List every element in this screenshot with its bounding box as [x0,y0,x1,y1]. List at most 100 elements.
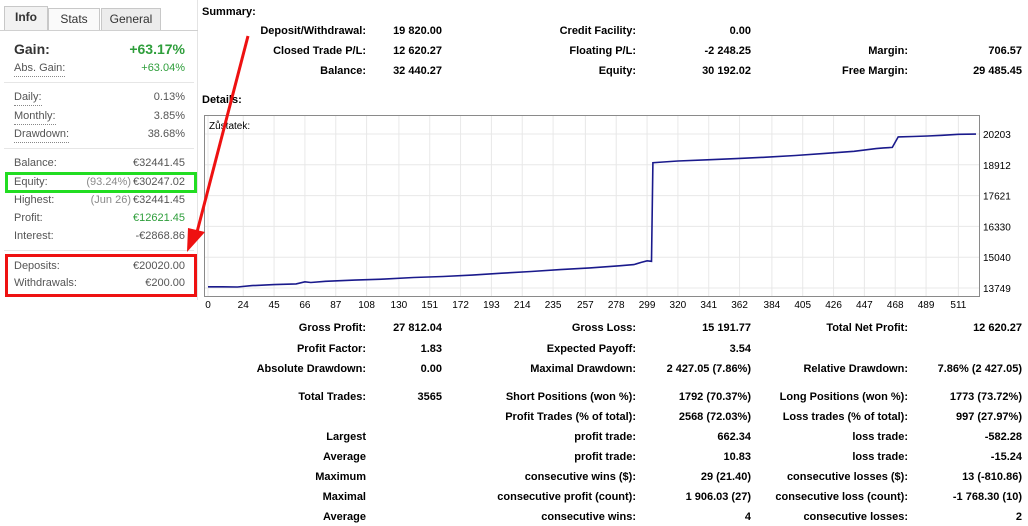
deposits-highlight-box [5,254,197,297]
chart-frame [204,115,980,297]
x-tick-label: 426 [825,300,842,311]
gross-loss-value: 15 191.77 [702,322,751,334]
y-tick-label: 16330 [983,222,1011,233]
x-tick-label: 257 [577,300,594,311]
daily-label[interactable]: Daily: [14,89,42,106]
maximal-profit-value: 1 906.03 (27) [685,491,751,503]
x-tick-label: 130 [391,300,408,311]
x-tick-label: 24 [238,300,250,311]
monthly-value: 3.85% [153,110,185,122]
free-margin-label: Free Margin: [841,65,908,77]
panel-tabs: Info Stats General [0,6,198,30]
gross-profit-label: Gross Profit: [298,322,366,334]
interest-label: Interest: [14,230,54,242]
average-profit-label: profit trade: [574,451,636,463]
profit-value: €12621.45 [133,212,185,224]
average-loss-value: -15.24 [990,451,1022,463]
divider [4,250,194,251]
average-consecutive-label: Average [322,511,366,523]
x-tick-label: 489 [918,300,935,311]
tab-stats[interactable]: Stats [48,8,100,30]
withdrawals-value: €200.00 [145,277,185,289]
profit-row: Profit: €12621.45 [14,210,185,226]
profit-label: Profit: [14,212,43,224]
gain-label: Gain: [14,41,50,57]
average-consecutive-losses-value: 2 [1015,511,1022,523]
withdrawals-row: Withdrawals: €200.00 [14,275,185,291]
x-tick-label: 299 [639,300,656,311]
margin-label: Margin: [868,45,908,57]
highest-value: €32441.45 [133,194,185,206]
x-tick-label: 66 [299,300,311,311]
highest-label: Highest: [14,194,55,206]
x-tick-label: 87 [330,300,342,311]
x-tick-label: 384 [764,300,781,311]
gross-profit-value: 27 812.04 [393,322,442,334]
drawdown-label[interactable]: Drawdown: [14,126,70,143]
abs-gain-row: Abs. Gain: +63.04% [14,60,185,77]
maximum-label: Maximum [315,471,366,483]
total-trades-label: Total Trades: [298,391,366,403]
balance-value: €32441.45 [133,157,185,169]
divider [4,148,194,149]
y-tick-label: 18912 [983,161,1011,172]
y-tick-label: 13749 [983,284,1011,295]
profit-trades-label: Profit Trades (% of total): [505,411,636,423]
profit-trades-value: 2568 (72.03%) [678,411,751,423]
equity-highlight-box [5,172,197,193]
floating-pl-label: Floating P/L: [569,45,636,57]
y-tick-label: 17621 [983,192,1011,203]
closed-trade-pl-label: Closed Trade P/L: [273,45,366,57]
gain-value: +63.17% [129,41,185,57]
deposits-value: €20020.00 [133,260,185,272]
maximum-losses-label: consecutive losses ($): [786,471,908,483]
x-tick-label: 405 [794,300,811,311]
x-axis-ticks: 0 24 45 66 87 108 130 151 172 193 214 235 257 278 299 3… [205,300,967,311]
average-consecutive-losses-label: consecutive losses: [803,511,908,523]
x-tick-label: 447 [856,300,873,311]
x-tick-label: 0 [205,300,211,311]
total-net-profit-value: 12 620.27 [973,322,1022,334]
equity-value: €30247.02 [133,176,185,188]
x-tick-label: 341 [700,300,717,311]
abs-gain-value: +63.04% [141,62,185,74]
abs-gain-label[interactable]: Abs. Gain: [14,60,66,77]
y-tick-label: 15040 [983,253,1011,264]
x-tick-label: 511 [950,300,966,311]
x-tick-label: 362 [731,300,748,311]
maximum-losses-value: 13 (-810.86) [962,471,1022,483]
monthly-label[interactable]: Monthly: [14,108,56,125]
expected-payoff-label: Expected Payoff: [546,343,636,355]
maximal-drawdown-label: Maximal Drawdown: [530,363,636,375]
interest-row: Interest: -€2868.86 [14,228,185,244]
largest-loss-value: -582.28 [984,431,1022,443]
deposits-row: Deposits: €20020.00 [14,258,185,274]
x-tick-label: 235 [545,300,562,311]
balance-row: Balance: €32441.45 [14,155,185,171]
account-info-panel: Info Stats General Gain: +63.17% Abs. Ga… [0,0,198,300]
long-positions-label: Long Positions (won %): [779,391,908,403]
maximal-loss-value: -1 768.30 (10) [952,491,1022,503]
maximal-drawdown-value: 2 427.05 (7.86%) [666,363,751,375]
loss-trades-value: 997 (27.97%) [955,411,1022,423]
total-trades-value: 3565 [417,391,442,403]
average-label: Average [322,451,366,463]
largest-label: Largest [326,431,366,443]
gross-loss-label: Gross Loss: [571,322,636,334]
daily-row: Daily: 0.13% [14,89,185,106]
balance-line [208,133,977,288]
profit-factor-value: 1.83 [420,343,442,355]
largest-profit-value: 662.34 [717,431,751,443]
highest-date: (Jun 26) [90,194,131,206]
x-tick-label: 108 [358,300,375,311]
relative-drawdown-value: 7.86% (2 427.05) [937,363,1022,375]
tab-info[interactable]: Info [4,6,48,30]
tab-general[interactable]: General [101,8,161,30]
x-tick-label: 278 [608,300,625,311]
y-axis-ticks: 20203 18912 17621 16330 15040 13749 [983,130,1011,295]
credit-facility-value: 0.00 [729,25,751,37]
x-tick-label: 45 [269,300,281,311]
largest-profit-label: profit trade: [574,431,636,443]
absolute-drawdown-value: 0.00 [420,363,442,375]
free-margin-value: 29 485.45 [973,65,1022,77]
